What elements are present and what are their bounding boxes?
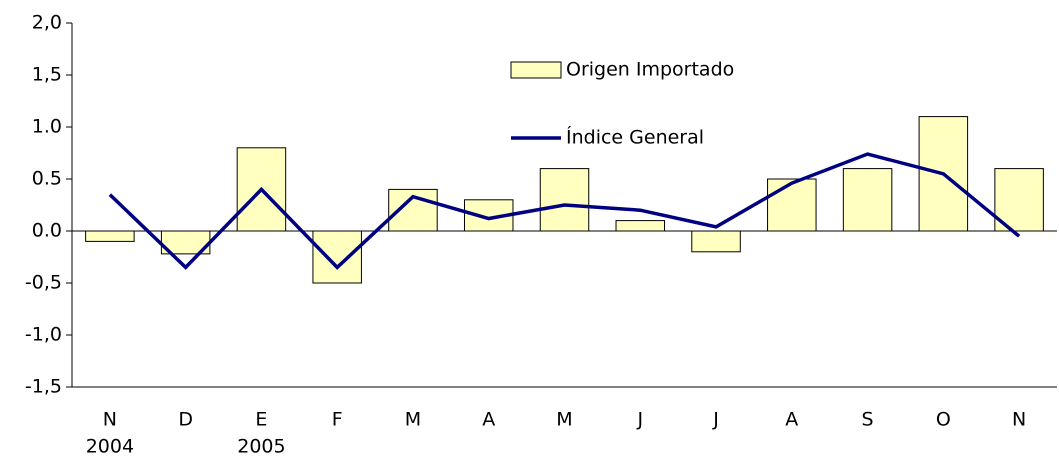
- bar: [842, 168, 893, 232]
- legend-label: Índice General: [566, 126, 704, 149]
- bar: [767, 178, 817, 232]
- x-tick-label: N: [1012, 409, 1026, 431]
- y-tick-label: -1,0: [25, 324, 62, 346]
- x-tick-label: J: [712, 409, 719, 431]
- bar: [539, 168, 590, 232]
- bar: [691, 230, 741, 253]
- y-tick-label: 1,5: [32, 64, 62, 86]
- x-tick-label: E: [255, 409, 267, 431]
- legend-label: Origen Importado: [566, 59, 734, 81]
- x-tick-label: M: [405, 409, 421, 431]
- bar: [85, 230, 135, 242]
- y-tick-label: 0.0: [32, 220, 62, 242]
- y-tick-label: 1.0: [32, 116, 62, 138]
- y-tick-label: 0.5: [32, 168, 62, 190]
- x-tick-label: D: [178, 409, 193, 431]
- y-tick-label: -1,5: [25, 376, 62, 398]
- x-tick-label: S: [862, 409, 874, 431]
- bar: [312, 230, 362, 284]
- legend-swatch: [510, 61, 562, 79]
- x-tick-label: A: [785, 409, 798, 431]
- x-tick-label: F: [332, 409, 343, 431]
- bar: [615, 220, 666, 232]
- x-tick-label: A: [482, 409, 495, 431]
- x-year-label: 2004: [86, 436, 134, 458]
- x-tick-label: N: [103, 409, 117, 431]
- x-tick-label: J: [636, 409, 643, 431]
- x-tick-label: M: [556, 409, 572, 431]
- x-tick-label: O: [936, 409, 951, 431]
- y-tick-label: -0,5: [25, 272, 62, 294]
- line: [108, 152, 1021, 270]
- y-tick-label: 2,0: [32, 12, 62, 34]
- x-year-label: 2005: [237, 436, 285, 458]
- bar: [994, 168, 1044, 232]
